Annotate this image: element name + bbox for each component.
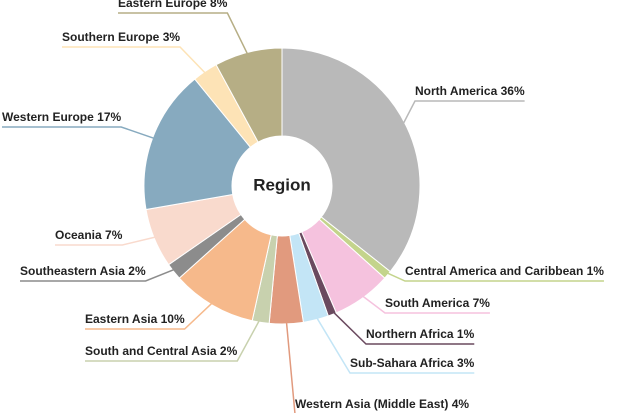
slice-label: North America 36% [415, 84, 525, 98]
category-name: North America [415, 84, 498, 98]
value-label: 36% [501, 84, 525, 98]
category-name: Southeastern Asia [20, 264, 125, 278]
slice-label: Southeastern Asia 2% [20, 264, 146, 278]
category-name: South and Central Asia [85, 344, 217, 358]
value-label: 2% [220, 344, 238, 358]
category-name: Sub-Sahara Africa [350, 356, 454, 370]
category-name: Northern Africa [366, 327, 454, 341]
category-name: Oceania [55, 228, 102, 242]
slice-label: Central America and Caribbean 1% [405, 264, 604, 278]
leader-line [313, 313, 475, 374]
slice-label: Sub-Sahara Africa 3% [350, 356, 475, 370]
leader-line [329, 308, 475, 345]
slice [143, 78, 252, 211]
leader-line [400, 100, 525, 129]
slice-label: Eastern Asia 10% [85, 312, 185, 326]
category-name: Western Asia (Middle East) [295, 397, 448, 411]
value-label: 3% [163, 30, 181, 44]
value-label: 17% [97, 110, 121, 124]
slice-label: South and Central Asia 2% [85, 344, 238, 358]
value-label: 7% [473, 296, 491, 310]
category-name: Western Europe [2, 110, 94, 124]
leader-line [20, 267, 179, 282]
slice-label: Eastern Europe 8% [118, 0, 228, 10]
value-label: 10% [161, 312, 185, 326]
category-name: Eastern Asia [85, 312, 158, 326]
leader-line [85, 299, 216, 330]
value-label: 1% [457, 327, 475, 341]
value-label: 2% [128, 264, 146, 278]
leader-line [285, 317, 296, 413]
category-name: Central America and Caribbean [405, 264, 583, 278]
value-label: 8% [210, 0, 228, 10]
slice-label: Oceania 7% [55, 228, 123, 242]
category-name: Eastern Europe [118, 0, 207, 10]
category-name: South America [385, 296, 470, 310]
value-label: 3% [457, 356, 475, 370]
leader-line [382, 270, 604, 282]
center-label: Region [253, 175, 311, 194]
value-label: 1% [587, 264, 605, 278]
leader-line [2, 126, 159, 141]
leader-line [62, 46, 209, 77]
value-label: 7% [105, 228, 123, 242]
slice-label: Western Asia (Middle East) 4% [295, 397, 469, 411]
leader-line [85, 316, 263, 362]
leader-line [55, 235, 161, 246]
leader-line [118, 12, 251, 59]
slice [215, 47, 283, 143]
value-label: 4% [452, 397, 470, 411]
slice [281, 47, 421, 273]
slice-label: South America 7% [385, 296, 490, 310]
category-name: Southern Europe [62, 30, 160, 44]
slice-label: Northern Africa 1% [366, 327, 475, 341]
leader-line [358, 292, 490, 314]
slice-label: Southern Europe 3% [62, 30, 180, 44]
slice-label: Western Europe 17% [2, 110, 122, 124]
